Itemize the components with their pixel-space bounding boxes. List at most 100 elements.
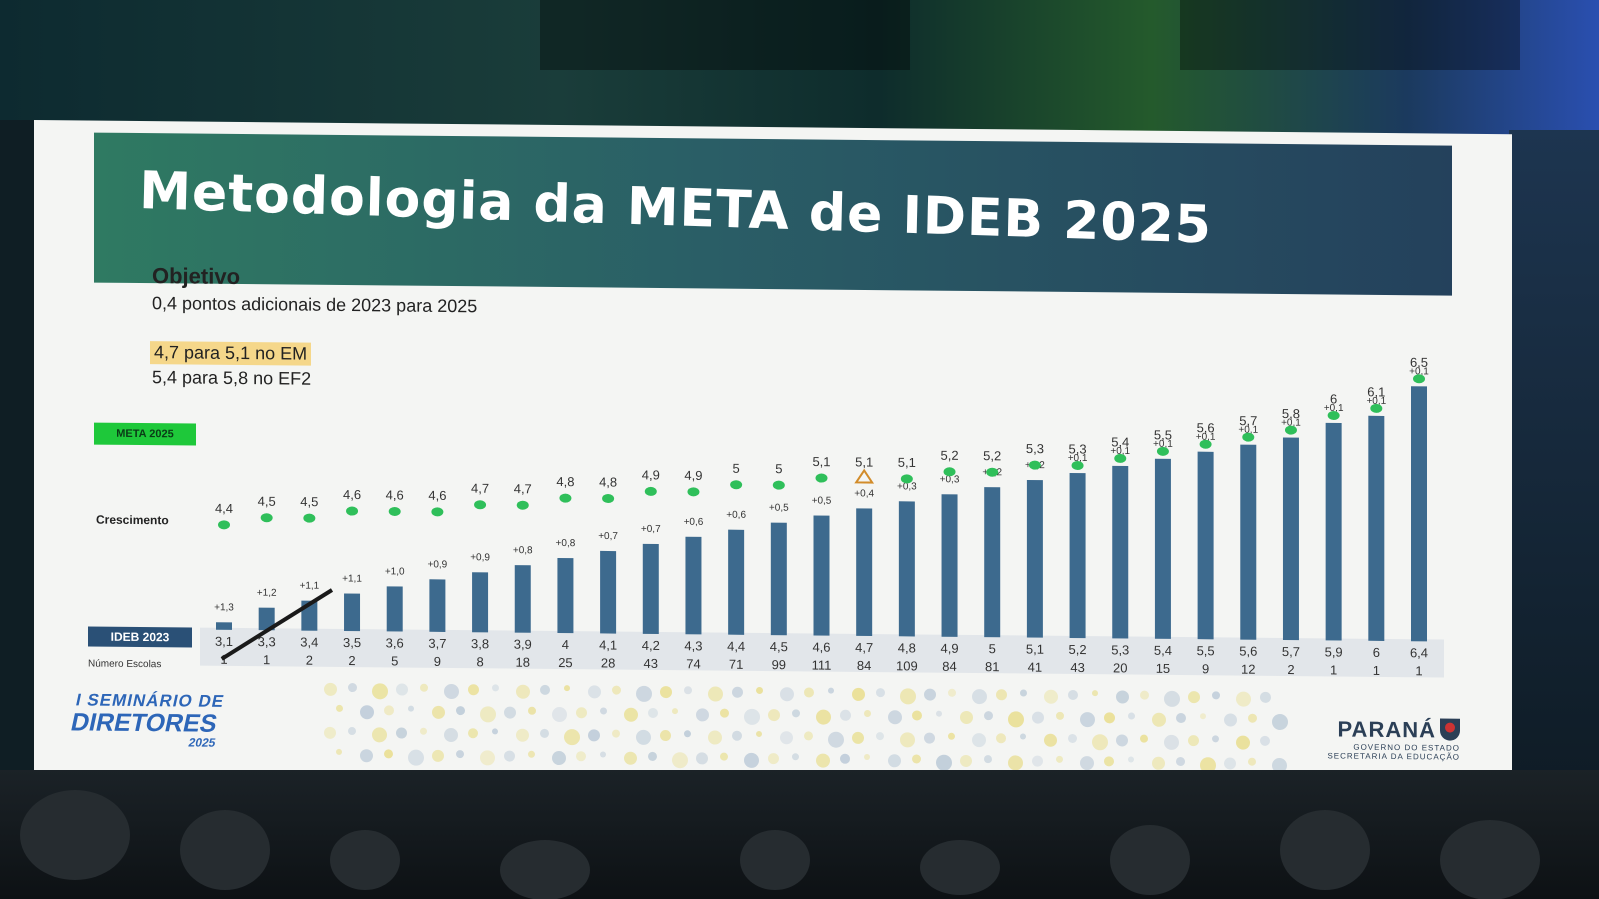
decorative-dot bbox=[636, 685, 652, 702]
decorative-dot bbox=[720, 752, 728, 761]
bar-ideb-2023 bbox=[1197, 451, 1214, 640]
growth-label-value: +0,3 bbox=[897, 481, 917, 492]
growth-label-value: +0,7 bbox=[641, 524, 661, 535]
meta-marker-dot bbox=[1156, 446, 1169, 456]
meta-marker-dot bbox=[602, 494, 615, 504]
meta-marker-triangle bbox=[854, 468, 875, 484]
meta-marker-dot bbox=[303, 513, 316, 523]
ideb-value-label: 5,9 bbox=[1325, 644, 1343, 659]
decorative-dot bbox=[1056, 755, 1063, 763]
growth-label-value: +0,1 bbox=[1324, 403, 1344, 414]
school-count-label: 9 bbox=[1202, 661, 1209, 676]
decorative-dot bbox=[432, 705, 445, 719]
decorative-dot bbox=[372, 727, 387, 743]
decorative-dot bbox=[1092, 734, 1108, 751]
decorative-dot bbox=[408, 705, 414, 712]
decorative-dot bbox=[1224, 713, 1237, 727]
bar-ideb-2023 bbox=[770, 522, 787, 636]
decorative-dot bbox=[1164, 734, 1179, 750]
ideb-value-label: 3,6 bbox=[386, 635, 404, 650]
decorative-dot bbox=[960, 710, 973, 725]
bar-ideb-2023 bbox=[472, 572, 489, 633]
school-count-label: 41 bbox=[1028, 660, 1042, 675]
decorative-dot bbox=[1248, 757, 1256, 766]
decorative-dot bbox=[768, 753, 779, 765]
decorative-dot bbox=[492, 684, 499, 692]
decorative-dot bbox=[444, 683, 459, 700]
ideb-value-label: 4,4 bbox=[727, 639, 745, 654]
meta-value-label: 4,9 bbox=[642, 467, 660, 482]
state-logo-sub2: SECRETARIA DA EDUCAÇÃO bbox=[1327, 751, 1460, 762]
decorative-dot bbox=[744, 708, 760, 725]
bar-ideb-2023 bbox=[685, 536, 702, 635]
decorative-dot bbox=[324, 682, 337, 696]
ideb-value-label: 4,2 bbox=[642, 638, 660, 653]
decorative-dot bbox=[780, 731, 793, 745]
decorative-dot bbox=[1008, 711, 1024, 728]
bar-ideb-2023 bbox=[514, 565, 531, 633]
decorative-dot bbox=[720, 708, 729, 718]
bar-ideb-2023 bbox=[728, 529, 745, 635]
school-count-label: 5 bbox=[391, 653, 398, 668]
decorative-dot bbox=[840, 709, 851, 721]
decorative-dot bbox=[1080, 712, 1095, 728]
decorative-dot bbox=[1116, 734, 1128, 747]
school-count-label: 81 bbox=[985, 659, 999, 674]
ideb-value-label: 5 bbox=[989, 641, 996, 656]
decorative-dot bbox=[528, 750, 535, 758]
meta-value-label: 4,7 bbox=[471, 481, 489, 496]
decorative-dot bbox=[924, 732, 935, 744]
decorative-dot bbox=[756, 686, 763, 694]
decorative-dot bbox=[816, 709, 831, 725]
bar-ideb-2023 bbox=[941, 494, 958, 637]
decorative-dot bbox=[672, 752, 688, 769]
decorative-dot bbox=[828, 687, 834, 694]
bar-ideb-2023 bbox=[557, 558, 574, 634]
decorative-dot bbox=[1212, 735, 1219, 743]
decorative-dot bbox=[576, 751, 586, 762]
decorative-dot bbox=[1044, 733, 1057, 747]
decorative-dot bbox=[552, 706, 567, 723]
bar-ideb-2023 bbox=[1026, 480, 1043, 638]
meta-value-label: 5,1 bbox=[812, 454, 830, 469]
meta-value-label: 4,8 bbox=[556, 474, 574, 489]
ideb-value-label: 4,5 bbox=[770, 639, 788, 654]
decorative-dot bbox=[660, 730, 671, 742]
growth-label-value: +0,9 bbox=[470, 552, 490, 563]
decorative-dot bbox=[468, 684, 479, 696]
decorative-dot bbox=[492, 728, 498, 735]
bar-ideb-2023 bbox=[1325, 422, 1342, 641]
decorative-dot bbox=[420, 683, 428, 692]
growth-label-value: +0,6 bbox=[684, 517, 704, 528]
decorative-dot bbox=[396, 683, 408, 696]
meta-value-label: 5 bbox=[775, 461, 782, 476]
growth-label-value: +1,0 bbox=[385, 566, 405, 577]
decorative-dot bbox=[336, 704, 343, 712]
decorative-dot bbox=[732, 686, 743, 698]
growth-label-value: +1,1 bbox=[342, 573, 362, 584]
growth-label-value: +0,1 bbox=[1196, 432, 1216, 443]
growth-label-value: +0,9 bbox=[428, 559, 448, 570]
growth-label-value: +0,8 bbox=[556, 538, 576, 549]
ideb-value-label: 5,3 bbox=[1111, 642, 1129, 657]
meta-marker-dot bbox=[772, 480, 785, 490]
meta-value-label: 4,6 bbox=[343, 487, 361, 502]
growth-label-value: +0,1 bbox=[1238, 425, 1258, 436]
decorative-dot bbox=[1176, 756, 1185, 767]
ideb-value-label: 3,3 bbox=[258, 634, 276, 649]
decorative-dot bbox=[696, 752, 708, 765]
meta-value-label: 5,1 bbox=[898, 455, 916, 470]
decorative-dot bbox=[984, 711, 993, 721]
decorative-dot bbox=[1236, 691, 1251, 707]
decorative-dot bbox=[996, 689, 1007, 701]
ideb-value-label: 4,7 bbox=[855, 640, 873, 655]
decorative-dot bbox=[1212, 691, 1220, 700]
ideb-value-label: 4 bbox=[562, 637, 569, 652]
decorative-dot bbox=[1044, 689, 1058, 704]
ideb-value-label: 4,8 bbox=[898, 640, 916, 655]
decorative-dot bbox=[1020, 733, 1026, 740]
meta-value-label: 5,2 bbox=[940, 448, 958, 463]
school-count-label: 111 bbox=[812, 657, 832, 672]
meta-marker-dot bbox=[1284, 425, 1297, 435]
growth-label-value: +1,3 bbox=[214, 602, 234, 613]
